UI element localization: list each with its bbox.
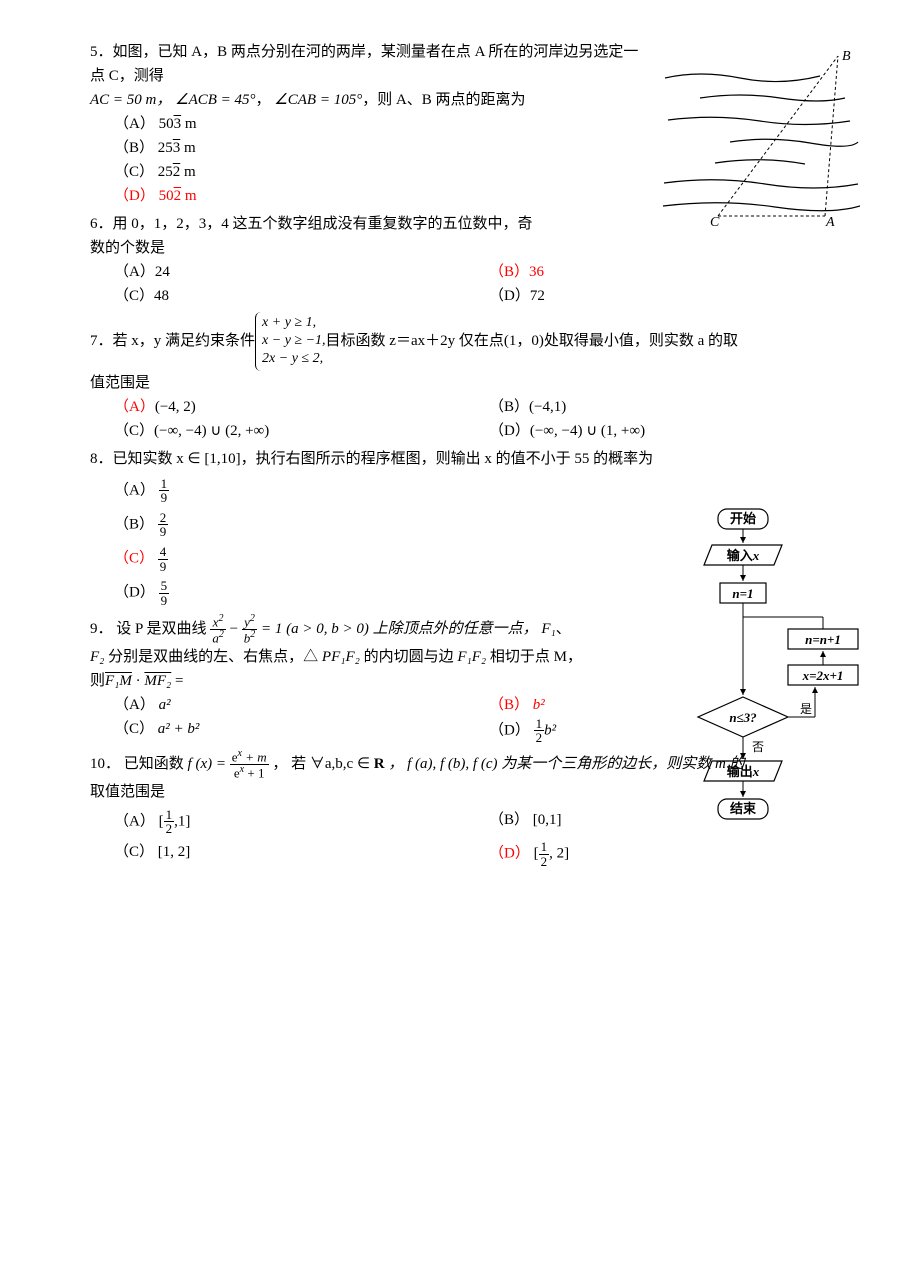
- q5-c1: ，: [256, 92, 271, 108]
- q9-v1: F₁M: [105, 673, 132, 689]
- q10-stem-pre: 已知函数: [124, 756, 188, 772]
- q7-c-label: （C）: [114, 423, 154, 439]
- q8-c-label: （C）: [114, 551, 154, 567]
- q9-f2: F₂: [90, 649, 104, 665]
- q9-stem-mid: = 1 (a > 0, b > 0) 上除顶点外的任意一点，: [261, 621, 538, 637]
- q6-b: 36: [529, 264, 544, 280]
- q6-c: 48: [154, 288, 169, 304]
- q10-post1: ， 若 ∀a,b,c ∈: [272, 756, 373, 772]
- q10-b: [0,1]: [533, 812, 562, 828]
- q7-d: (−∞, −4) ∪ (1, +∞): [530, 423, 645, 439]
- q7-b: (−4,1): [529, 399, 566, 415]
- q10-num: 10．: [90, 756, 120, 772]
- q9-s3-pre: 则: [90, 673, 105, 689]
- question-10: 10． 已知函数 f (x) = ex + mex + 1 ， 若 ∀a,b,c…: [90, 749, 840, 869]
- q5-stem2a: AC = 50 m，: [90, 92, 171, 108]
- q10-R: R: [374, 756, 385, 772]
- q10-d-label: （D）: [489, 846, 530, 862]
- q7-num: 7．: [90, 329, 113, 353]
- q7-c: (−∞, −4) ∪ (2, +∞): [154, 423, 269, 439]
- q10-fx: f (x) =: [188, 756, 230, 772]
- q8-stem: 已知实数 x ∈ [1,10]，执行右图所示的程序框图，则输出 x 的值不小于 …: [113, 451, 654, 467]
- q7-stem-pre: 若 x，y 满足约束条件: [113, 329, 256, 353]
- q5-num: 5．: [90, 44, 113, 60]
- q10-c: [1, 2]: [158, 844, 191, 860]
- q7-a: (−4, 2): [155, 399, 196, 415]
- q8-a-label: （A）: [114, 482, 155, 498]
- q9-s2b: 分别是双曲线的左、右焦点，△: [108, 649, 318, 665]
- question-5: 5．如图，已知 A，B 两点分别在河的两岸，某测量者在点 A 所在的河岸边另选定…: [90, 40, 840, 208]
- q8-b-label: （B）: [114, 516, 154, 532]
- q9-a: a²: [159, 697, 171, 713]
- q5-c-label: （C）: [114, 164, 154, 180]
- q6-a: 24: [155, 264, 170, 280]
- q9-s2f: 相切于点 M，: [490, 649, 582, 665]
- q5-a-label: （A）: [114, 116, 155, 132]
- q6-c-label: （C）: [114, 288, 154, 304]
- q5-ang1: ∠ACB = 45°: [175, 92, 255, 108]
- question-6: 6．用 0，1，2，3，4 这五个数字组成没有重复数字的五位数中，奇 数的个数是…: [90, 212, 840, 308]
- q9-s2d: 的内切圆与边: [364, 649, 458, 665]
- q10-post3: 取值范围是: [90, 784, 165, 800]
- q7-b-label: （B）: [489, 399, 529, 415]
- q6-b-label: （B）: [489, 264, 529, 280]
- q9-s2e: F₁F₂: [457, 649, 486, 665]
- q9-d-label: （D）: [489, 722, 530, 738]
- question-7: 7． 若 x，y 满足约束条件 x + y ≥ 1, x − y ≥ −1, 2…: [90, 312, 840, 443]
- q7-stem-post: 值范围是: [90, 375, 150, 391]
- q9-stem-pre: 设 P 是双曲线: [116, 621, 210, 637]
- q5-d-label: （D）: [114, 188, 155, 204]
- q9-num: 9．: [90, 621, 113, 637]
- q8-d-label: （D）: [114, 585, 155, 601]
- q10-c-label: （C）: [114, 844, 154, 860]
- q6-stem2: 数的个数是: [90, 240, 165, 256]
- q9-a-label: （A）: [114, 697, 155, 713]
- q9-c: a² + b²: [158, 721, 200, 737]
- q9-b-label: （B）: [489, 697, 529, 713]
- q9-eq: =: [171, 673, 183, 689]
- q7-stem-mid: 目标函数 z＝ax＋2y 仅在点(1，0)处取得最小值，则实数 a 的取: [326, 329, 738, 353]
- q9-dot: ·: [132, 673, 145, 689]
- q9-f1: F₁: [541, 621, 555, 637]
- q5-ang2: ∠CAB = 105°: [274, 92, 362, 108]
- q6-d-label: （D）: [489, 288, 530, 304]
- q9-v2: MF₂: [144, 673, 171, 689]
- q6-stem1: 用 0，1，2，3，4 这五个数字组成没有重复数字的五位数中，奇: [113, 216, 533, 232]
- q5-b-label: （B）: [114, 140, 154, 156]
- q7-a-label: （A）: [114, 399, 155, 415]
- fig-label-b: B: [842, 49, 851, 64]
- q6-a-label: （A）: [114, 264, 155, 280]
- q5-stem2b: ，则 A、B 两点的距离为: [362, 92, 525, 108]
- question-8: 8．已知实数 x ∈ [1,10]，执行右图所示的程序框图，则输出 x 的值不小…: [90, 447, 840, 608]
- q10-post2: ， f (a), f (b), f (c) 为某一个三角形的边长，则实数 m 的: [388, 756, 744, 772]
- q9-s2c: PF₁F₂: [322, 649, 360, 665]
- q6-num: 6．: [90, 216, 113, 232]
- question-9: 9． 设 P 是双曲线 x2a2 − y2b2 = 1 (a > 0, b > …: [90, 614, 840, 745]
- q10-a-label: （A）: [114, 813, 155, 829]
- q10-b-label: （B）: [489, 812, 529, 828]
- q5-stem1: 如图，已知 A，B 两点分别在河的两岸，某测量者在点 A 所在的河岸边另选定一点…: [90, 44, 638, 84]
- q6-d: 72: [530, 288, 545, 304]
- q9-d-post: b²: [544, 722, 556, 738]
- q9-b: b²: [533, 697, 545, 713]
- q9-c-label: （C）: [114, 721, 154, 737]
- q7-d-label: （D）: [489, 423, 530, 439]
- q8-num: 8．: [90, 451, 113, 467]
- q7-constraints: x + y ≥ 1, x − y ≥ −1, 2x − y ≤ 2,: [255, 312, 326, 371]
